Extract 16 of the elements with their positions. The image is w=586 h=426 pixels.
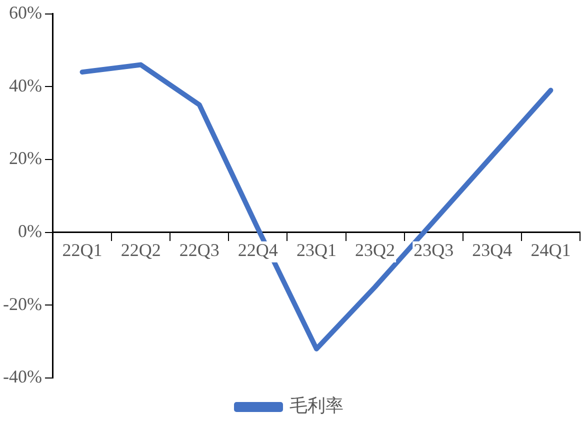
x-tick-label: 23Q2 [355, 240, 396, 260]
x-tick-label: 23Q1 [296, 240, 336, 260]
y-tick-label: 0% [18, 221, 42, 242]
x-tick-label: 22Q1 [62, 240, 102, 260]
y-tick-label: 20% [8, 148, 42, 168]
x-tick-label: 22Q4 [238, 240, 278, 260]
y-tick-label: -20% [2, 294, 42, 314]
legend-label: 毛利率 [290, 396, 344, 416]
x-tick-label: 23Q4 [472, 240, 512, 260]
x-tick-label: 24Q1 [530, 240, 571, 260]
x-tick-label: 22Q2 [120, 240, 161, 260]
y-tick-label: 40% [8, 75, 42, 96]
x-tick-label: 23Q3 [414, 240, 454, 260]
y-tick-label: -40% [2, 366, 42, 387]
y-tick-label: 60% [8, 2, 42, 23]
x-tick-label: 22Q3 [179, 240, 220, 260]
